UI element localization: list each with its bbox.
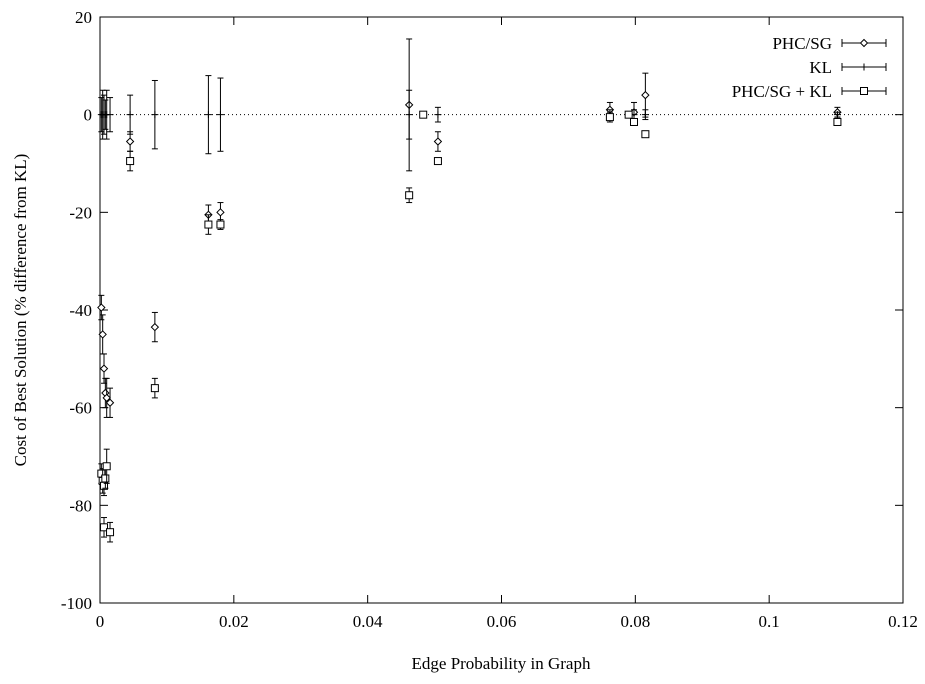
data-point — [419, 110, 428, 119]
y-tick-label: -20 — [69, 203, 92, 222]
data-point — [105, 398, 115, 407]
data-point — [151, 111, 159, 119]
legend-marker — [860, 87, 868, 95]
x-tick-label: 0.08 — [620, 612, 650, 631]
data-point — [405, 111, 413, 119]
data-point — [434, 111, 442, 119]
data-point — [433, 157, 442, 166]
x-tick-label: 0.1 — [759, 612, 780, 631]
legend-marker — [860, 63, 868, 71]
legend-marker — [859, 38, 869, 48]
legend-label: PHC/SG — [772, 34, 832, 53]
series-layer — [97, 38, 842, 543]
series-plus — [97, 75, 841, 155]
data-point — [605, 113, 614, 122]
series-square — [97, 110, 842, 543]
x-tick-label: 0.04 — [353, 612, 383, 631]
data-point — [641, 111, 649, 119]
data-point — [99, 364, 109, 373]
y-tick-label: -100 — [61, 594, 92, 613]
y-tick-label: 0 — [84, 106, 93, 125]
data-point — [629, 117, 638, 126]
legend-label: PHC/SG + KL — [732, 82, 832, 101]
data-point — [100, 523, 109, 532]
data-point — [106, 528, 115, 537]
data-point — [102, 462, 111, 471]
data-point — [98, 330, 107, 339]
x-tick-label: 0.06 — [487, 612, 517, 631]
data-point — [102, 393, 111, 403]
x-tick-label: 0.12 — [888, 612, 918, 631]
y-tick-label: -60 — [69, 399, 92, 418]
data-point — [433, 137, 443, 146]
data-point — [126, 157, 135, 166]
data-point — [101, 474, 110, 483]
y-tick-label: -40 — [69, 301, 92, 320]
data-point — [125, 137, 135, 146]
data-point — [216, 220, 225, 229]
y-axis-label: Cost of Best Solution (% difference from… — [11, 154, 30, 467]
data-point — [216, 208, 225, 217]
data-point — [624, 110, 633, 119]
data-point — [126, 111, 134, 119]
data-point — [150, 384, 159, 393]
legend: PHC/SG KL PHC/SG + KL — [732, 34, 887, 101]
data-point — [216, 111, 224, 119]
x-tick-label: 0 — [96, 612, 105, 631]
data-point — [833, 117, 842, 126]
data-point — [150, 322, 160, 332]
ticks: 0 0.02 0.04 0.06 0.08 0.1 0.12 -100 -80 -60 -40 -20… — [61, 8, 918, 631]
data-point — [641, 130, 650, 139]
legend-label: KL — [809, 58, 832, 77]
y-tick-label: -80 — [69, 496, 92, 515]
data-point — [204, 111, 212, 119]
data-point — [833, 111, 841, 119]
y-tick-label: 20 — [75, 8, 92, 27]
data-point — [405, 191, 414, 200]
x-tick-label: 0.02 — [219, 612, 249, 631]
x-axis-label: Edge Probability in Graph — [412, 654, 591, 673]
data-point — [641, 90, 650, 100]
data-point — [106, 111, 114, 119]
data-point — [204, 220, 213, 229]
data-point — [97, 303, 106, 312]
